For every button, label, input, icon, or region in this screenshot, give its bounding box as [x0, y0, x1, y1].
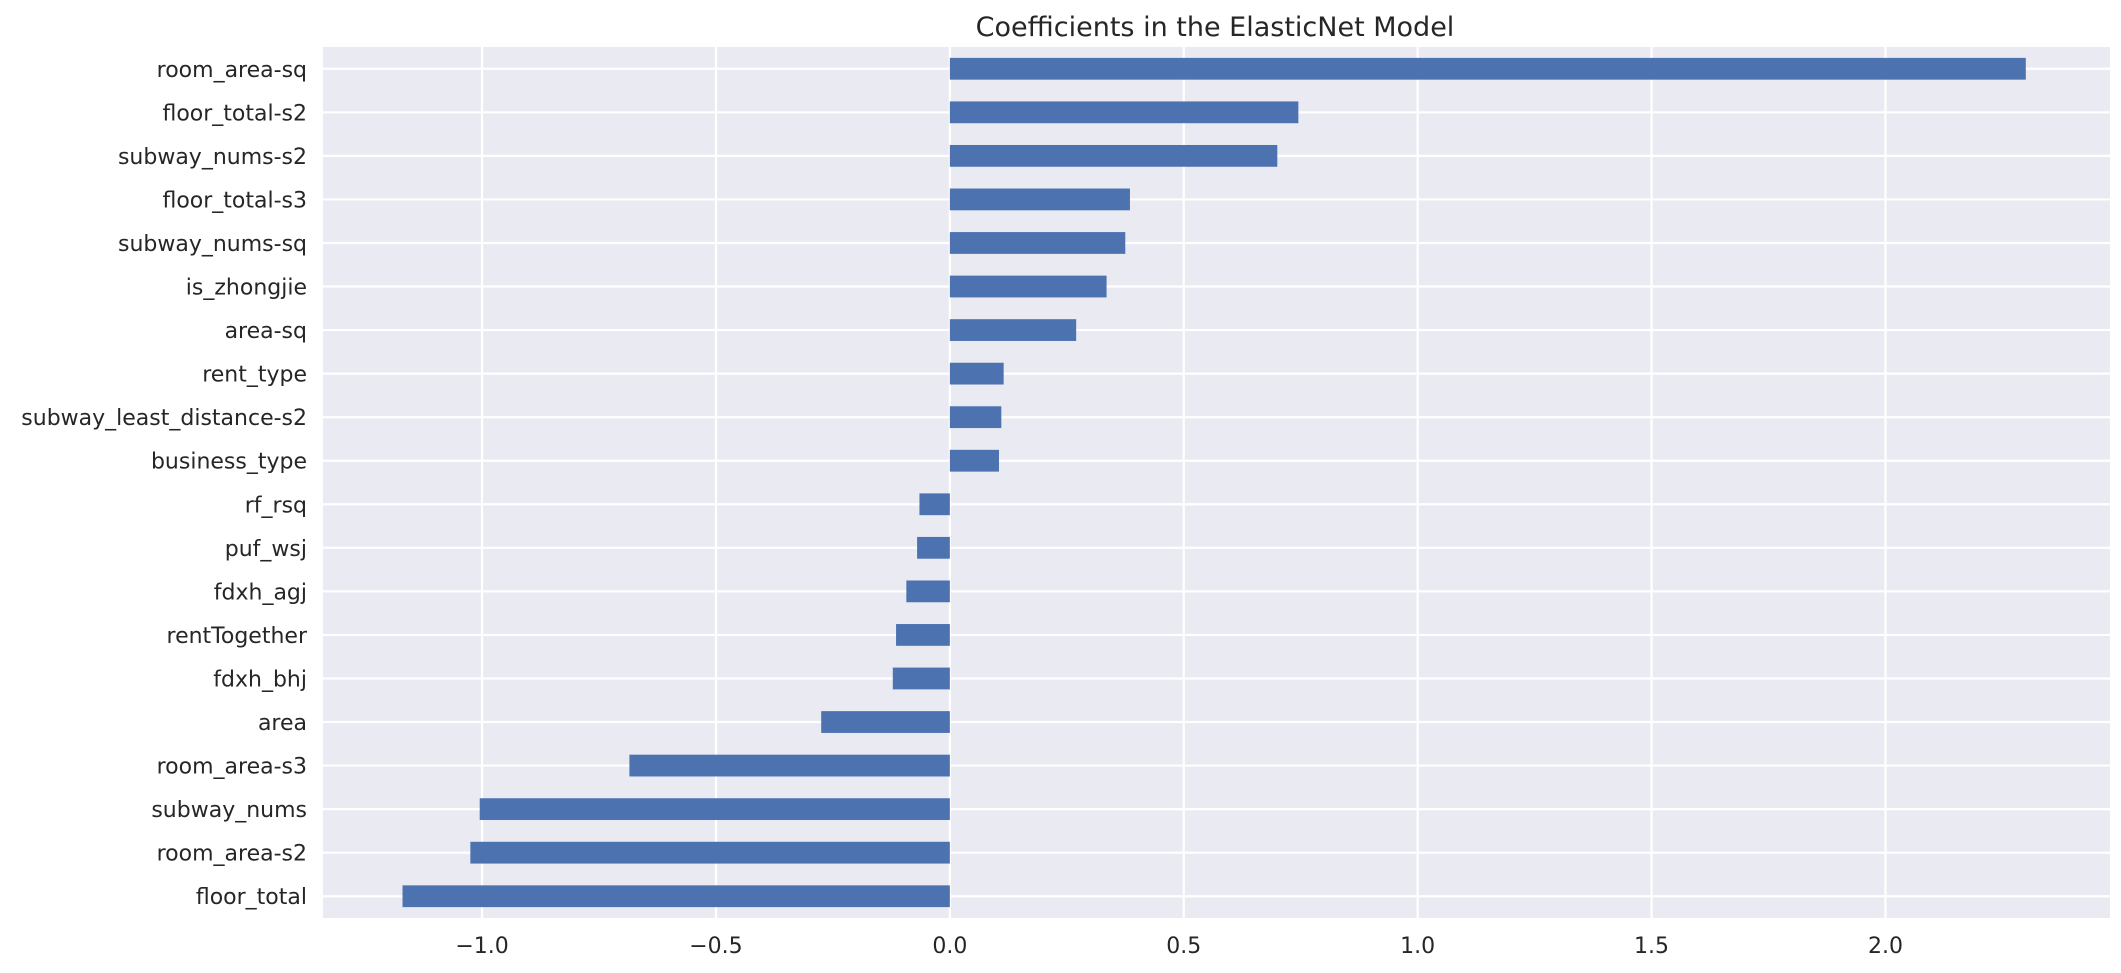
y-tick-label: rent_type — [202, 363, 307, 388]
y-tick-label: floor_total — [196, 885, 307, 910]
y-tick-label: floor_total-s2 — [162, 101, 307, 126]
y-tick-label: room_area-sq — [157, 58, 307, 83]
y-tick-label: fdxh_agj — [214, 580, 307, 605]
x-tick-label: 1.0 — [1400, 934, 1435, 959]
bar-fdxh_bhj — [892, 667, 950, 690]
x-tick-label: 0.0 — [932, 934, 967, 959]
bar-floor_total-s2 — [949, 101, 1299, 124]
y-tick-label: room_area-s2 — [157, 842, 307, 867]
bar-room_area-sq — [949, 57, 2026, 80]
bar-floor_total — [402, 885, 950, 908]
y-tick-label: subway_least_distance-s2 — [21, 406, 307, 431]
y-tick-label: room_area-s3 — [157, 755, 307, 780]
y-tick-label: rentTogether — [167, 624, 308, 649]
y-tick-label: area — [258, 711, 307, 736]
y-tick-label: puf_wsj — [225, 537, 307, 562]
y-tick-label: area-sq — [225, 319, 307, 344]
bar-area — [821, 711, 950, 733]
y-tick-label: subway_nums-s2 — [118, 145, 307, 170]
bar-rentTogether — [896, 624, 950, 646]
bar-fdxh_agj — [906, 580, 950, 603]
x-axis-tick-labels: −1.0 −0.5 0.0 0.5 1.0 1.5 2.0 — [455, 934, 1903, 959]
bar-rent_type — [949, 362, 1004, 385]
x-tick-label: 2.0 — [1868, 934, 1903, 959]
bar-floor_total-s3 — [949, 188, 1130, 211]
plot-area — [323, 47, 2110, 918]
y-tick-label: floor_total-s3 — [162, 188, 307, 213]
bar-area-sq — [949, 319, 1077, 341]
bar-subway_nums-s2 — [949, 144, 1278, 167]
bar-rf_rsq — [919, 493, 950, 516]
bar-business_type — [949, 449, 999, 472]
x-tick-label: −0.5 — [689, 934, 742, 959]
bar-puf_wsj — [917, 536, 950, 559]
bar-is_zhongjie — [949, 275, 1107, 298]
chart-title: Coefficients in the ElasticNet Model — [976, 12, 1455, 43]
y-tick-label: subway_nums — [151, 798, 307, 823]
bar-subway_nums-sq — [949, 232, 1126, 254]
x-tick-label: 1.5 — [1634, 934, 1669, 959]
bars — [402, 57, 2026, 908]
bar-room_area-s2 — [470, 841, 950, 864]
y-tick-label: rf_rsq — [245, 493, 307, 518]
bar-subway_nums — [479, 798, 950, 821]
gridlines — [323, 47, 2110, 918]
y-tick-label: subway_nums-sq — [118, 232, 307, 257]
y-tick-label: fdxh_bhj — [213, 667, 307, 692]
x-tick-label: 0.5 — [1166, 934, 1201, 959]
bar-room_area-s3 — [629, 754, 950, 777]
bar-subway_least_distance-s2 — [949, 406, 1002, 429]
y-tick-label: business_type — [151, 450, 307, 475]
y-axis-tick-labels: room_area-sq floor_total-s2 subway_nums-s2… — [21, 58, 308, 910]
y-tick-label: is_zhongjie — [186, 276, 307, 301]
x-tick-label: −1.0 — [455, 934, 508, 959]
